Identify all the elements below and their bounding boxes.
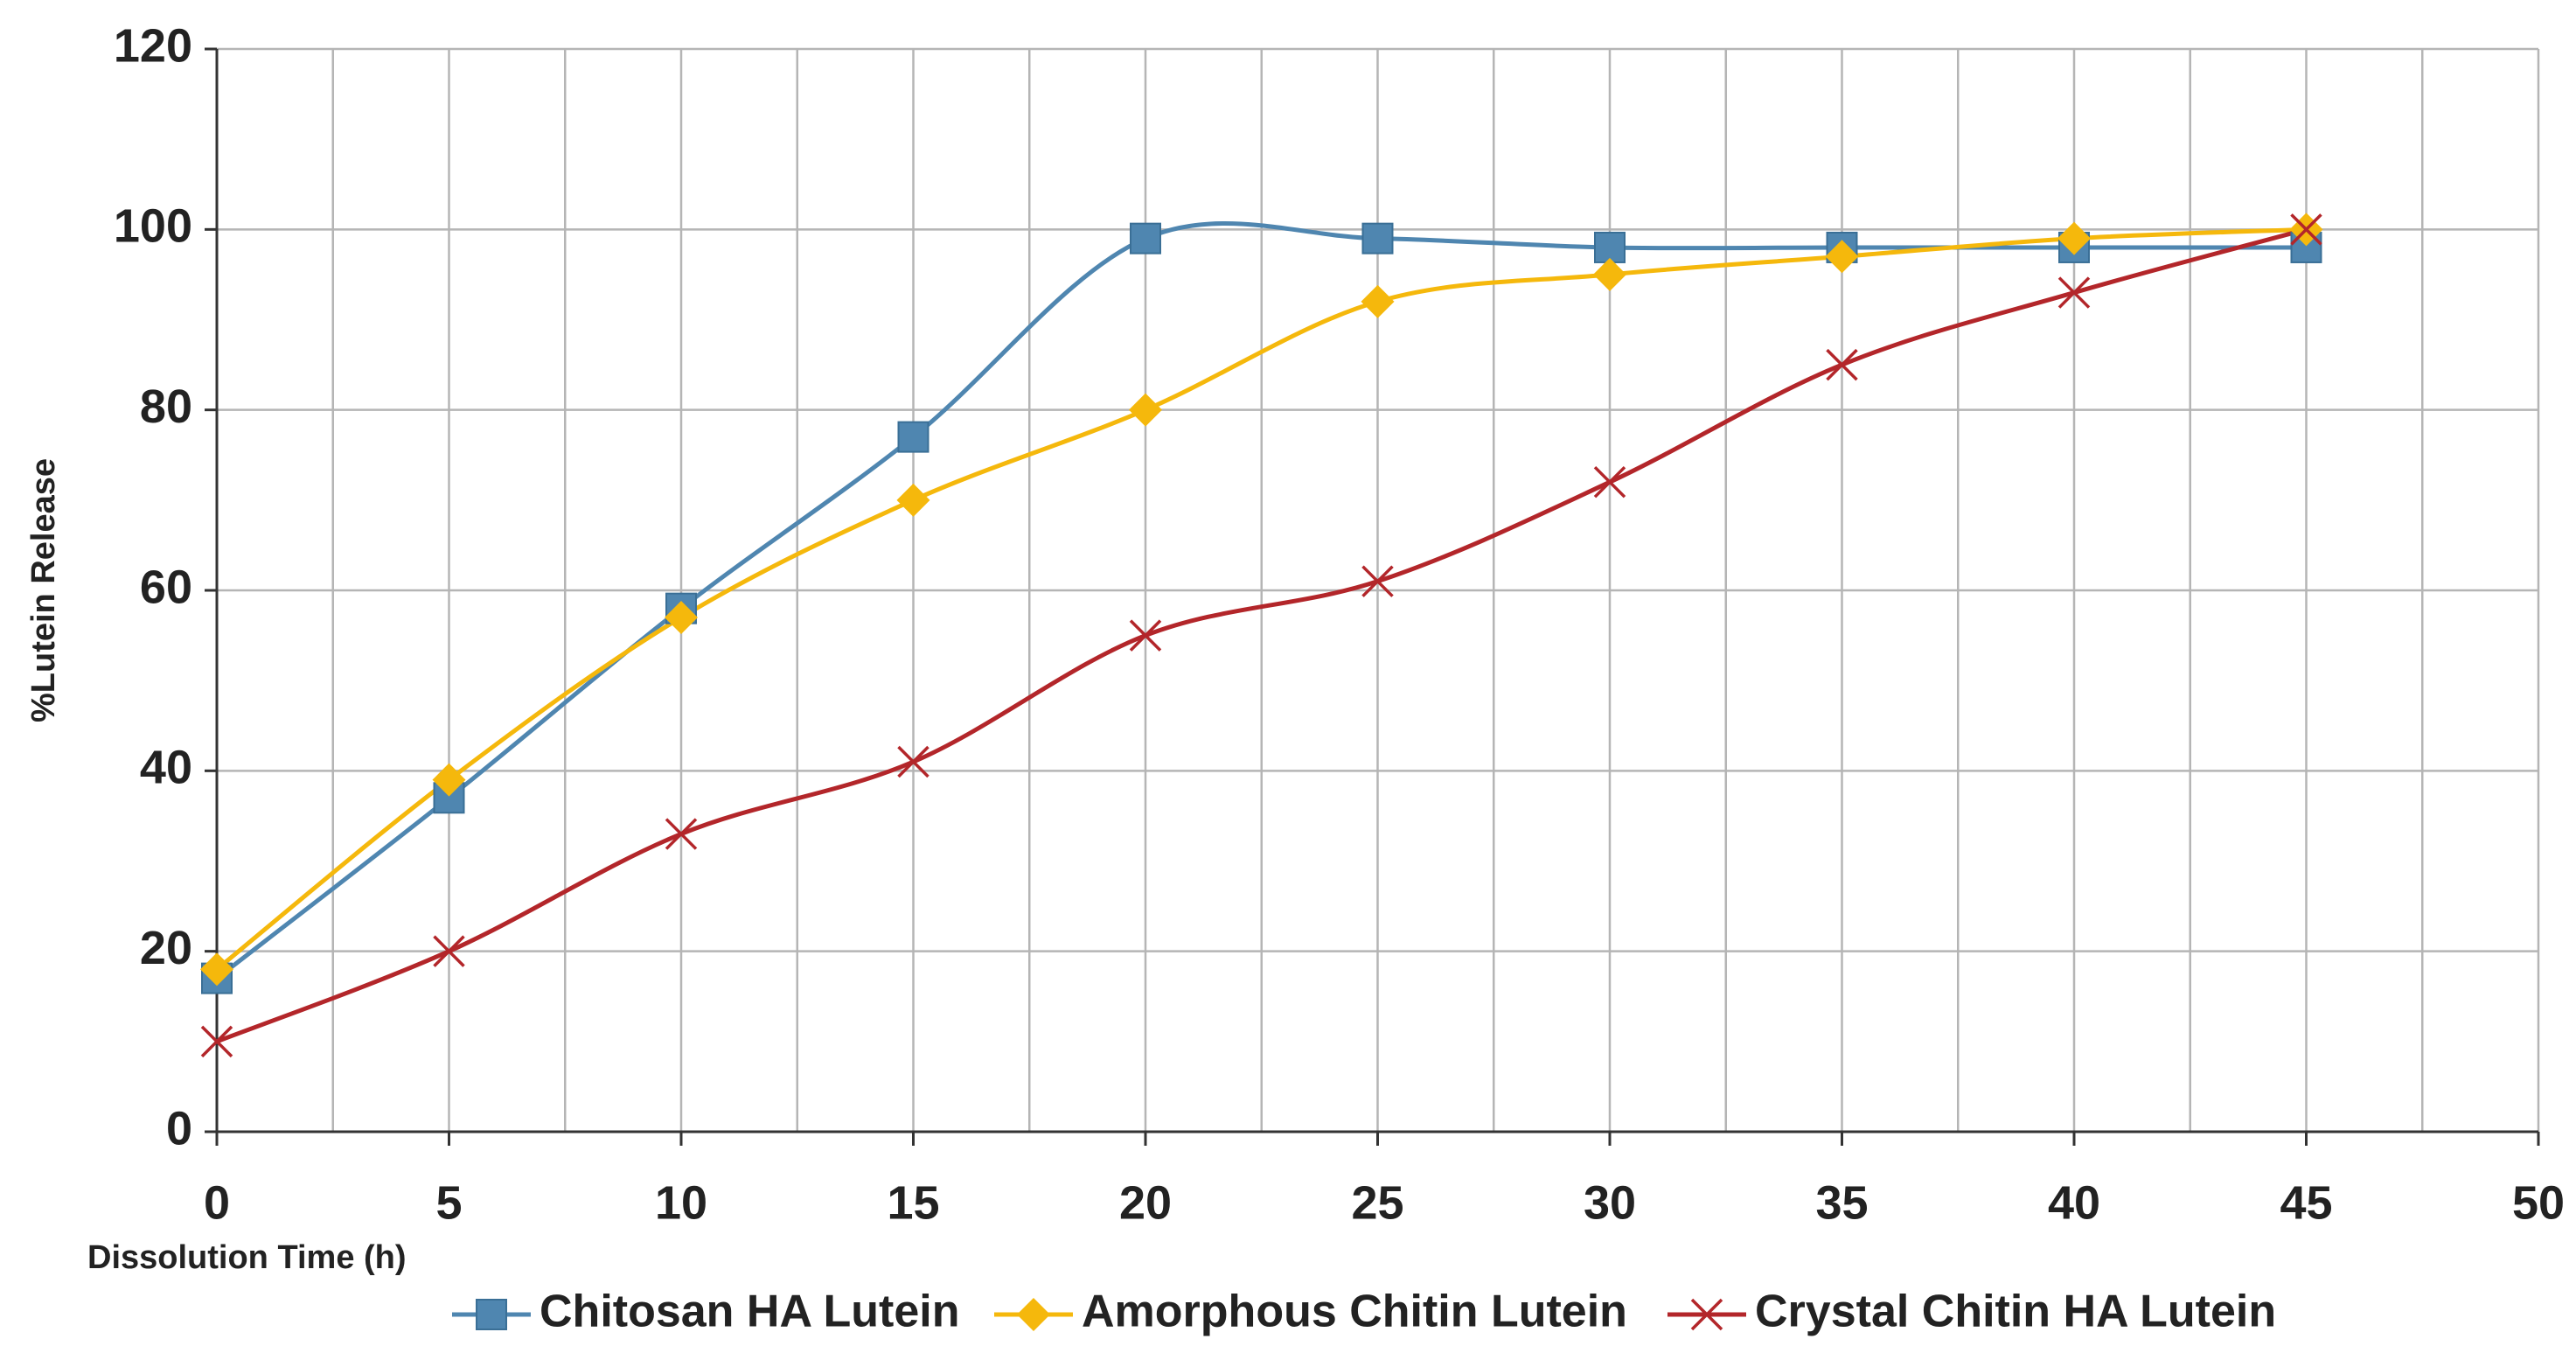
- x-axis-title: Dissolution Time (h): [87, 1239, 407, 1276]
- x-tick-label: 35: [1815, 1176, 1868, 1229]
- x-tick-label: 15: [887, 1176, 939, 1229]
- y-tick-label: 120: [114, 19, 192, 72]
- y-tick-label: 0: [166, 1102, 192, 1154]
- data-point: [896, 483, 930, 517]
- data-point: [1361, 222, 1394, 255]
- data-point: [2290, 213, 2322, 246]
- data-point: [1361, 565, 1394, 597]
- data-point: [432, 763, 466, 797]
- data-point: [897, 421, 929, 453]
- series-line: [216, 227, 2308, 1044]
- data-point: [1593, 465, 1626, 499]
- series-line: [215, 227, 2307, 972]
- x-tick-label: 30: [1584, 1176, 1636, 1229]
- data-point: [433, 935, 465, 967]
- data-point: [2057, 221, 2091, 255]
- data-point: [200, 1025, 233, 1058]
- x-tick-label: 45: [2280, 1176, 2332, 1229]
- x-tick-label: 25: [1351, 1176, 1403, 1229]
- x-tick-label: 10: [655, 1176, 707, 1229]
- y-tick-label: 80: [140, 380, 192, 433]
- data-point: [1130, 222, 1161, 255]
- y-tick-label: 20: [140, 922, 192, 974]
- data-point: [1826, 348, 1858, 381]
- y-tick-label: 100: [114, 200, 192, 253]
- data-point: [1129, 393, 1162, 427]
- y-axis-title: %Lutein Release: [25, 458, 62, 722]
- legend-label: Crystal Chitin HA Lutein: [1755, 1287, 2276, 1337]
- data-point: [1361, 284, 1395, 318]
- y-tick-label: 40: [140, 742, 192, 794]
- data-point: [200, 952, 233, 987]
- legend-marker: [476, 1299, 507, 1330]
- data-point: [1825, 240, 1859, 274]
- legend-label: Chitosan HA Lutein: [540, 1287, 960, 1337]
- data-point: [2057, 276, 2091, 309]
- y-tick-label: 60: [140, 561, 192, 613]
- data-point: [897, 745, 929, 778]
- x-tick-label: 50: [2512, 1176, 2565, 1229]
- x-tick-label: 20: [1119, 1176, 1172, 1229]
- x-tick-label: 40: [2048, 1176, 2100, 1229]
- x-tick-label: 0: [204, 1176, 230, 1229]
- data-point: [1129, 619, 1162, 652]
- data-point: [665, 818, 698, 850]
- data-point: [1593, 257, 1626, 291]
- x-tick-label: 5: [435, 1176, 462, 1229]
- data-point: [665, 600, 698, 634]
- legend-label: Amorphous Chitin Lutein: [1082, 1287, 1627, 1337]
- legend-marker: [1690, 1298, 1723, 1331]
- legend-marker: [1017, 1298, 1050, 1331]
- data-point: [1594, 231, 1626, 263]
